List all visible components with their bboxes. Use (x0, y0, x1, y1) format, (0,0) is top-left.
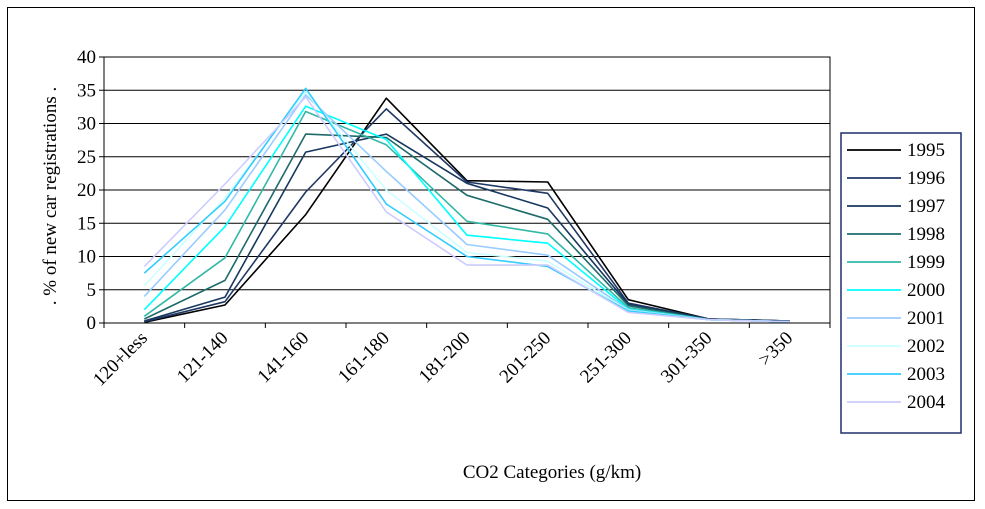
legend: 1995 1996 1997 1998 1999 2000 2001 2002 2003 2004 (840, 132, 962, 434)
legend-box (840, 132, 962, 434)
y-tick-label: 25 (77, 147, 96, 168)
legend-label-2003: 2003 (907, 364, 945, 385)
x-tick-label: 161-180 (334, 328, 394, 388)
legend-label-1995: 1995 (907, 140, 945, 161)
y-tick-label: 35 (77, 80, 96, 101)
x-tick-label: 120+less (89, 328, 152, 391)
legend-label-2002: 2002 (907, 336, 945, 357)
y-tick-label: 30 (77, 114, 96, 135)
x-tick-label: 301-350 (657, 328, 717, 388)
legend-label-2004: 2004 (907, 392, 946, 413)
chart-frame: 0 5 10 15 20 25 30 35 40 120+less 121-140 141-160 1… (7, 7, 975, 501)
legend-items: 1995 1996 1997 1998 1999 2000 2001 2002 2003 2004 (847, 140, 946, 413)
y-axis-ticks: 0 5 10 15 20 25 30 35 40 (77, 47, 104, 334)
series-line-2004 (143, 96, 790, 323)
legend-label-2001: 2001 (907, 308, 945, 329)
x-tick-label: 181-200 (415, 328, 475, 388)
y-tick-label: 15 (77, 213, 96, 234)
x-tick-label: >350 (755, 328, 798, 371)
series-lines (143, 87, 790, 324)
x-axis-ticks: 120+less 121-140 141-160 161-180 181-200 201-… (89, 323, 831, 391)
x-tick-label: 141-160 (254, 328, 314, 388)
gridlines (104, 56, 830, 324)
y-tick-label: 0 (87, 313, 97, 334)
y-tick-label: 10 (77, 247, 96, 268)
legend-label-2000: 2000 (907, 280, 945, 301)
legend-label-1997: 1997 (907, 196, 945, 217)
y-tick-label: 40 (77, 47, 96, 68)
y-axis-title: . % of new car registrations . (40, 87, 61, 305)
x-tick-label: 121-140 (173, 328, 233, 388)
legend-label-1998: 1998 (907, 224, 945, 245)
x-tick-label: 201-250 (496, 328, 556, 388)
legend-label-1999: 1999 (907, 252, 945, 273)
x-tick-label: 251-300 (576, 328, 636, 388)
y-tick-label: 20 (77, 180, 96, 201)
series-line-1997 (144, 133, 790, 322)
x-axis-title: CO2 Categories (g/km) (463, 462, 641, 483)
y-tick-label: 5 (87, 280, 97, 301)
legend-label-1996: 1996 (907, 168, 945, 189)
series-line-1995 (144, 97, 790, 324)
